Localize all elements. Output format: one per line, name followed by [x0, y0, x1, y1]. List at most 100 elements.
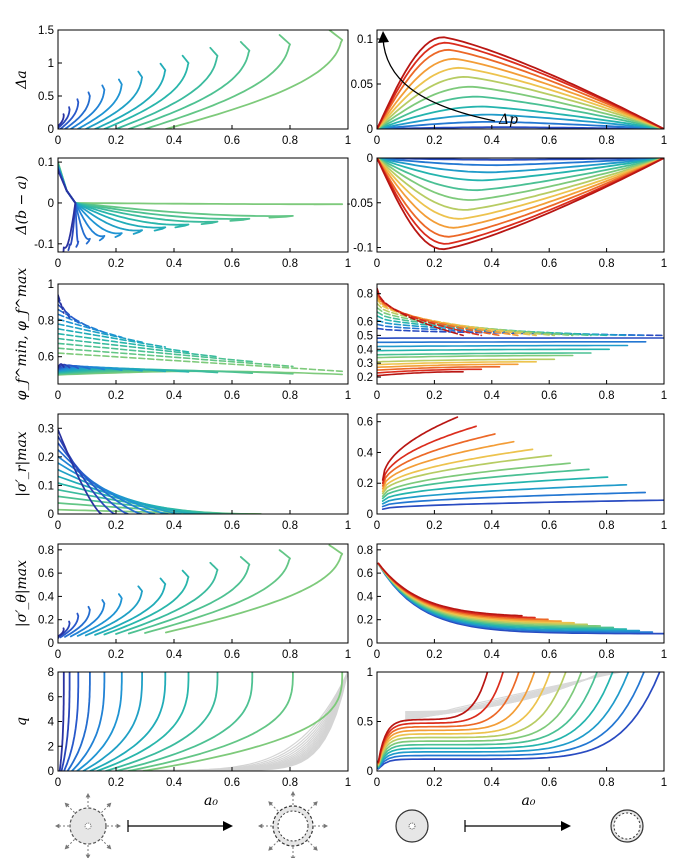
panel-row5-left: 0 0.2 0.4 0.6 0.8 1 0 0.2 0.4 0.6 0.8 |σ′_θ|max	[14, 543, 351, 661]
y-tick-label: 0.5	[357, 330, 373, 342]
x-tick-label: 0.2	[108, 258, 124, 270]
y-tick-label: 0.3	[357, 358, 373, 370]
x-axis-label: a₀	[204, 793, 218, 809]
x-tick-label: 0.6	[541, 135, 557, 147]
y-tick-label: 0.4	[357, 447, 374, 459]
plot-frame	[376, 283, 665, 385]
y-tick-label: 0.8	[357, 545, 373, 557]
series-line-5	[377, 672, 598, 768]
series-line-10	[377, 48, 664, 129]
series-line-8	[76, 672, 123, 771]
expansion-arrowhead	[258, 823, 263, 829]
expansion-spoke	[101, 804, 110, 813]
series-line-1	[142, 672, 344, 771]
x-tick-label: 0.4	[166, 135, 183, 147]
y-axis-label: Δa	[14, 70, 30, 89]
expansion-arrowhead	[312, 801, 318, 807]
schematic-row	[55, 791, 644, 858]
x-tick-label: 1	[345, 390, 351, 402]
series-line-1	[58, 161, 344, 206]
expansion-arrowhead	[268, 801, 274, 807]
panel-row4-right: 0 0.2 0.4 0.6 0.8 1 0 0.2 0.4 0.6	[357, 413, 667, 532]
series-line-11	[381, 425, 477, 485]
x-tick-label: 1	[661, 258, 667, 270]
series-max-9	[58, 313, 106, 334]
y-tick-label: 0	[367, 766, 373, 778]
y-tick-label: 1	[48, 279, 54, 291]
y-tick-label: 0.6	[38, 568, 54, 580]
plot-area	[58, 161, 344, 252]
plot-area	[58, 428, 262, 514]
x-tick-label: 0	[374, 390, 380, 402]
series-line-12	[377, 562, 523, 617]
series-line-13	[58, 113, 65, 129]
y-tick-label: 0.6	[38, 352, 54, 364]
x-tick-label: 1	[345, 649, 351, 661]
plot-area	[377, 287, 664, 377]
y-tick-label: 0.2	[357, 372, 373, 384]
series-line-8	[377, 66, 664, 129]
x-tick-label: 0.2	[426, 649, 442, 661]
expansion-spoke	[66, 804, 75, 813]
series-lower-12	[377, 371, 464, 377]
x-tick-label: 0	[55, 258, 61, 270]
series-line-4	[58, 163, 219, 225]
series-line-2	[144, 34, 291, 129]
series-max-4	[58, 337, 219, 358]
x-axis-label: a₀	[522, 793, 536, 809]
series-line-6	[89, 672, 167, 771]
x-tick-label: 0.8	[599, 777, 615, 789]
series-line-7	[82, 672, 143, 771]
x-tick-label: 0.6	[224, 777, 240, 789]
series-line-4	[377, 672, 614, 768]
x-tick-label: 0.8	[599, 258, 615, 270]
x-tick-label: 0.6	[541, 777, 557, 789]
final-large-cavity-icon	[613, 812, 641, 840]
plot-frame	[57, 29, 349, 130]
delta-p-arrow-shaft	[382, 37, 496, 122]
x-tick-label: 0.6	[541, 258, 557, 270]
expansion-arrowhead	[268, 845, 274, 851]
y-tick-label: 0	[48, 509, 54, 521]
y-axis-label: q	[14, 717, 30, 726]
plot-frame	[376, 543, 665, 644]
x-tick-label: 0.2	[108, 390, 124, 402]
series-line-13	[58, 428, 103, 514]
series-line-3	[381, 483, 628, 505]
series-line-6	[377, 158, 664, 201]
series-line-13	[58, 627, 65, 640]
series-line-2	[377, 158, 664, 167]
x-tick-label: 1	[661, 777, 667, 789]
series-line-8	[76, 78, 123, 129]
plot-frame	[376, 157, 665, 253]
series-line-7	[377, 76, 664, 129]
series-line-11	[63, 672, 80, 771]
y-tick-label: 0	[367, 638, 373, 650]
series-line-13	[58, 169, 77, 252]
series-line-12	[377, 158, 664, 251]
series-lower-6	[377, 354, 574, 359]
y-tick-label: 1	[367, 667, 373, 679]
x-tick-label: 0	[374, 649, 380, 661]
expansion-arrowhead	[290, 791, 296, 796]
series-line-6	[94, 62, 167, 129]
series-line-1	[377, 126, 664, 129]
series-line-10	[377, 158, 664, 238]
series-lower-10	[377, 366, 501, 371]
y-tick-label: 0.2	[357, 478, 373, 490]
series-line-8	[377, 158, 664, 220]
x-tick-label: 0.4	[166, 258, 183, 270]
series-line-5	[377, 95, 664, 129]
series-line-3	[377, 158, 664, 174]
plot-area	[377, 158, 664, 251]
series-line-6	[94, 577, 167, 636]
expansion-arrowhead	[116, 823, 121, 829]
series-line-10	[66, 672, 91, 771]
series-line-11	[59, 98, 80, 129]
series-line-7	[377, 672, 567, 766]
series-line-5	[103, 569, 190, 636]
panel-row5-right: 0 0.2 0.4 0.6 0.8 1 0 0.2 0.4 0.6 0.8	[357, 543, 667, 661]
plot-frame	[57, 283, 349, 385]
series-lower-4	[377, 348, 610, 352]
x-tick-label: 0.4	[484, 135, 501, 147]
